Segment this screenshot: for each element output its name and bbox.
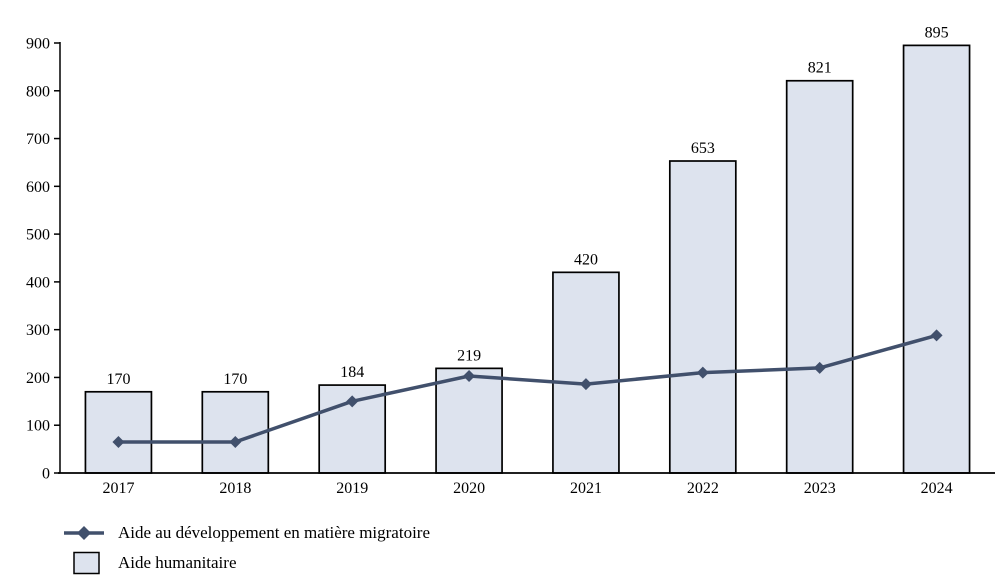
y-tick-label-0: 0 <box>42 466 50 483</box>
y-tick-label-400: 400 <box>26 274 50 291</box>
line-marker-2017 <box>112 435 125 448</box>
x-tick-label-2021: 2021 <box>570 480 602 497</box>
x-tick-label-2017: 2017 <box>102 480 134 497</box>
legend-item-aide-humanitaire: Aide humanitaire <box>62 550 430 575</box>
legend-label-aide-developpement: Aide au développement en matière migrato… <box>118 522 431 542</box>
x-tick-label-2022: 2022 <box>687 480 719 497</box>
bar-2024 <box>902 44 971 474</box>
y-tick-label-500: 500 <box>26 227 50 244</box>
y-tick-label-800: 800 <box>26 83 50 100</box>
bar-value-label-2021: 420 <box>574 251 598 268</box>
bar-swatch-legend-icon <box>73 551 100 574</box>
line-marker-2019 <box>346 395 359 408</box>
line-marker-2022 <box>696 366 709 379</box>
chart-legend: Aide au développement en matière migrato… <box>62 520 430 580</box>
y-tick-label-200: 200 <box>26 370 50 387</box>
line-marker-2023 <box>813 361 826 374</box>
bar-2018 <box>201 390 270 474</box>
line-marker-2018 <box>229 435 242 448</box>
bar-2017 <box>84 390 153 474</box>
legend-label-aide-humanitaire: Aide humanitaire <box>118 552 237 572</box>
bar-2021 <box>552 271 620 474</box>
x-tick-label-2019: 2019 <box>336 480 368 497</box>
line-diamond-legend-icon <box>64 525 104 540</box>
y-tick-label-900: 900 <box>26 36 50 53</box>
y-tick-label-700: 700 <box>26 131 50 148</box>
line-marker-2020 <box>463 370 476 383</box>
legend-diamond-sample <box>77 525 91 540</box>
bar-2022 <box>668 160 737 474</box>
x-tick-label-2024: 2024 <box>921 480 953 497</box>
bar-2020 <box>435 367 503 474</box>
bar-value-label-2019: 184 <box>340 364 364 381</box>
y-tick-label-100: 100 <box>26 418 50 435</box>
x-tick-label-2020: 2020 <box>453 480 485 497</box>
x-tick-label-2023: 2023 <box>804 480 836 497</box>
bar-value-label-2020: 219 <box>457 347 481 364</box>
y-tick-label-300: 300 <box>26 322 50 339</box>
line-marker-2024 <box>930 329 943 342</box>
line-series <box>116 333 939 444</box>
combo-chart: 170 170 184 219 420 653 821 895 0 100 200 300 400 500… <box>26 24 995 497</box>
bar-value-label-2024: 895 <box>925 24 949 41</box>
bar-2023 <box>785 79 854 474</box>
bar-value-label-2023: 821 <box>808 60 832 77</box>
bar-value-label-2017: 170 <box>106 371 130 388</box>
bar-value-label-2018: 170 <box>223 371 247 388</box>
legend-swatch-sample <box>73 551 100 574</box>
line-marker-2021 <box>579 378 592 391</box>
x-tick-label-2018: 2018 <box>219 480 251 497</box>
legend-item-aide-developpement: Aide au développement en matière migrato… <box>62 520 430 545</box>
y-tick-label-600: 600 <box>26 179 50 196</box>
bar-value-label-2022: 653 <box>691 140 715 157</box>
